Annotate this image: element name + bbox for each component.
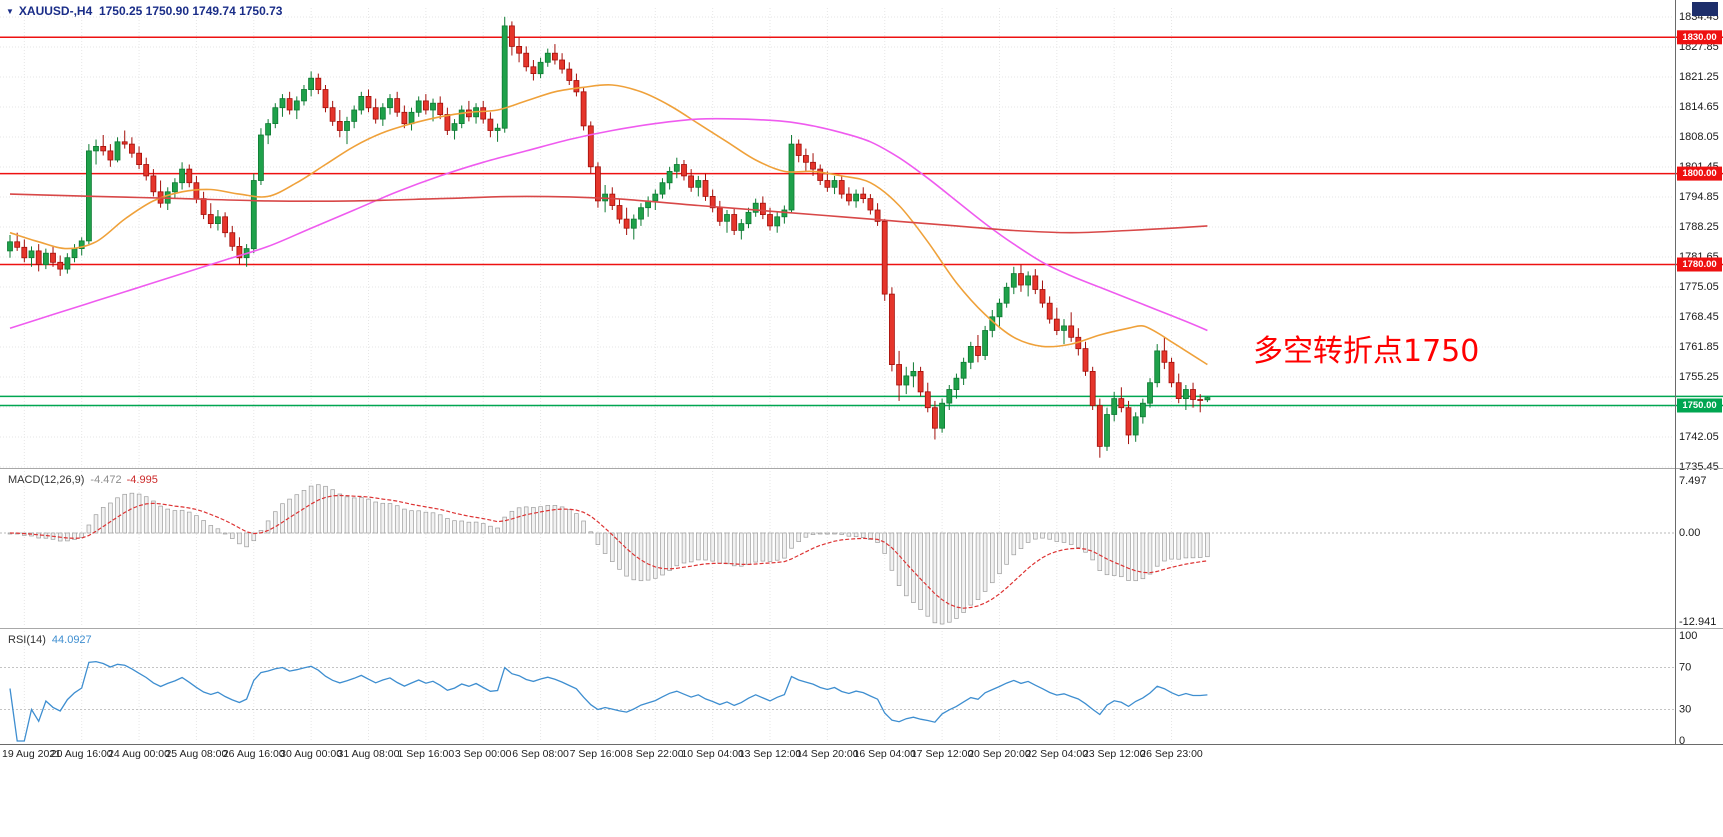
time-axis-label: 7 Sep 16:00: [570, 748, 627, 760]
time-axis-label: 22 Sep 04:00: [1026, 748, 1089, 760]
price-badge: [1677, 257, 1722, 272]
time-axis-label: 26 Aug 16:00: [223, 748, 285, 760]
price-badge-label: 1750.00: [1682, 400, 1716, 411]
time-axis-label: 3 Sep 00:00: [455, 748, 512, 760]
symbol-info: ▼ XAUUSD-,H4 1750.25 1750.90 1749.74 1750…: [6, 4, 282, 18]
window-corner-marker[interactable]: [1692, 2, 1718, 16]
price-axis-label: 1821.25: [1679, 71, 1719, 83]
time-axis-label: 13 Sep 12:00: [739, 748, 802, 760]
price-axis-label: 1794.85: [1679, 191, 1719, 203]
time-axis-label: 16 Sep 04:00: [853, 748, 916, 760]
price-badge: [1677, 30, 1722, 45]
time-axis-label: 14 Sep 20:00: [796, 748, 859, 760]
time-axis-label: 20 Aug 16:00: [51, 748, 113, 760]
time-axis-label: 17 Sep 12:00: [911, 748, 974, 760]
rsi-level-lines: [0, 667, 1674, 710]
rsi-axis: 100 70 30 0: [1679, 630, 1697, 747]
macd-axis-label: -12.941: [1679, 616, 1716, 628]
time-axis-label: 30 Aug 00:00: [280, 748, 342, 760]
ma-fast-orange-line: [9, 84, 1208, 366]
ma-long-red-line: [9, 193, 1208, 234]
time-axis-label: 1 Sep 16:00: [398, 748, 455, 760]
macd-axis-label: 0.00: [1679, 527, 1700, 539]
macd-histogram: [7, 484, 1210, 625]
price-axis-label: 1808.05: [1679, 131, 1719, 143]
time-axis-label: 31 Aug 08:00: [338, 748, 400, 760]
ma-mid-magenta-line: [9, 117, 1208, 332]
macd-axis: 7.497 0.00 -12.941: [1679, 475, 1716, 628]
time-axis-label: 19 Aug 2021: [2, 748, 61, 760]
rsi-axis-label: 30: [1679, 703, 1691, 715]
macd-signal-value: -4.995: [126, 474, 158, 486]
rsi-line: [9, 660, 1208, 742]
symbol-dropdown-icon[interactable]: ▼: [6, 7, 14, 16]
price-badges: 1830.00 1800.00 1780.00 1750.00: [1677, 30, 1722, 413]
rsi-indicator-name: RSI(14): [8, 634, 46, 646]
ohlc-readout: 1750.25 1750.90 1749.74 1750.73: [98, 4, 283, 18]
rsi-axis-label: 70: [1679, 661, 1691, 673]
price-badge: [1677, 398, 1722, 413]
macd-axis-label: 7.497: [1679, 475, 1707, 487]
time-axis-label: 26 Sep 23:00: [1140, 748, 1203, 760]
price-badge: [1677, 166, 1722, 181]
time-axis-label: 25 Aug 08:00: [165, 748, 227, 760]
price-axis-label: 1761.85: [1679, 341, 1719, 353]
candles-layer: [7, 16, 1211, 458]
price-axis-label: 1755.25: [1679, 371, 1719, 383]
price-axis-label: 1788.25: [1679, 221, 1719, 233]
rsi-panel-label: RSI(14) 44.0927: [8, 634, 92, 646]
time-axis-label: 24 Aug 00:00: [108, 748, 170, 760]
price-badge-label: 1830.00: [1682, 32, 1716, 43]
macd-indicator-name: MACD(12,26,9): [8, 474, 85, 486]
price-axis-label: 1775.05: [1679, 281, 1719, 293]
price-axis-label: 1735.45: [1679, 461, 1719, 473]
rsi-axis-label: 0: [1679, 735, 1685, 747]
price-axis-label: 1768.45: [1679, 311, 1719, 323]
macd-main-value: -4.472: [90, 474, 122, 486]
time-axis-label: 20 Sep 20:00: [968, 748, 1031, 760]
symbol-timeframe-label: XAUUSD-,H4: [18, 4, 93, 18]
price-badge-label: 1780.00: [1682, 259, 1716, 270]
time-axis-label: 23 Sep 12:00: [1083, 748, 1146, 760]
support-resistance-lines: [0, 36, 1723, 407]
panel-separators: [0, 0, 1723, 745]
price-badge-label: 1800.00: [1682, 168, 1716, 179]
time-axis-label: 8 Sep 22:00: [627, 748, 684, 760]
macd-panel-label: MACD(12,26,9) -4.472 -4.995: [8, 474, 158, 486]
price-axis-label: 1814.65: [1679, 101, 1719, 113]
chart-canvas[interactable]: 1834.451827.851821.251814.651808.051801.…: [0, 0, 1723, 770]
macd-signal-line: [9, 494, 1208, 609]
rsi-value: 44.0927: [51, 634, 92, 646]
price-axis-label: 1742.05: [1679, 431, 1719, 443]
grid-layer: [0, 8, 1674, 742]
annotation-text[interactable]: 多空转折点1750: [1253, 334, 1480, 369]
time-axis-label: 6 Sep 08:00: [512, 748, 569, 760]
time-axis-label: 10 Sep 04:00: [681, 748, 744, 760]
rsi-axis-label: 100: [1679, 630, 1697, 642]
